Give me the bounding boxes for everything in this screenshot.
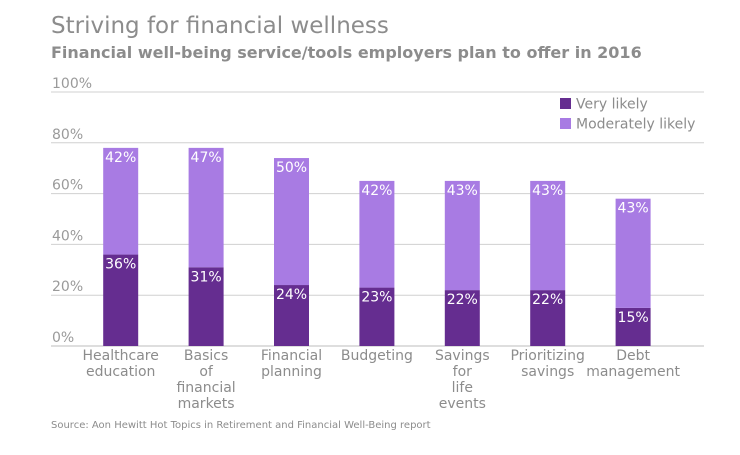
data-label: 42%	[105, 150, 136, 166]
bar-very-likely	[530, 290, 566, 346]
bar-moderately-likely	[103, 147, 139, 255]
y-tick-label: 0%	[52, 330, 74, 346]
data-label: 24%	[276, 287, 307, 303]
x-tick-label-line: management	[586, 364, 680, 380]
legend-label: Very likely	[576, 97, 648, 113]
data-label: 43%	[532, 183, 563, 199]
data-label: 50%	[276, 160, 307, 176]
legend-label: Moderately likely	[576, 117, 695, 133]
bar-very-likely	[615, 307, 651, 346]
data-label: 22%	[447, 292, 478, 308]
legend-swatch	[560, 118, 571, 129]
x-tick-label-line: Budgeting	[341, 348, 413, 364]
y-tick-label: 80%	[52, 127, 83, 143]
bar-moderately-likely	[444, 180, 480, 291]
data-label: 15%	[618, 310, 649, 326]
data-label: 22%	[532, 292, 563, 308]
x-tick-label: Healthcare education	[83, 348, 159, 380]
x-tick-label-line: markets	[178, 396, 235, 412]
bar-moderately-likely	[188, 147, 224, 268]
bar-moderately-likely	[615, 198, 651, 308]
x-tick-label: Savings for life events	[435, 348, 490, 412]
x-tick-label-line: events	[439, 396, 486, 412]
x-tick-label: Prioritizing savings	[510, 348, 584, 380]
data-label: 47%	[191, 150, 222, 166]
x-tick-label-line: life	[452, 380, 473, 396]
y-tick-label: 40%	[52, 228, 83, 244]
y-tick-label: 20%	[52, 279, 83, 295]
bar-very-likely	[444, 290, 480, 346]
bar-moderately-likely	[274, 158, 309, 286]
data-label: 36%	[105, 257, 136, 273]
x-tick-label-line: Basics	[184, 348, 228, 364]
x-tick-label-line: Prioritizing	[510, 348, 584, 364]
chart-subtitle: Financial well-being service/tools emplo…	[51, 43, 642, 62]
x-tick-label-line: planning	[261, 364, 322, 380]
data-label: 31%	[191, 269, 222, 285]
x-tick-label-line: Debt	[616, 348, 650, 364]
bar-very-likely	[274, 285, 309, 346]
x-tick-label-line: education	[86, 364, 155, 380]
x-tick-label: Budgeting	[341, 348, 413, 364]
bar-very-likely	[103, 254, 139, 346]
bar-very-likely	[188, 267, 224, 346]
chart-title: Striving for financial wellness	[51, 13, 389, 39]
x-tick-label-line: financial	[176, 380, 235, 396]
data-label: 42%	[361, 183, 392, 199]
x-tick-label-line: of	[199, 364, 214, 380]
bar-moderately-likely	[359, 180, 395, 288]
x-tick-label: Debt management	[586, 348, 680, 380]
bar-very-likely	[359, 287, 395, 346]
x-tick-label-line: Savings	[435, 348, 490, 364]
x-tick-label: Financial planning	[261, 348, 322, 380]
x-tick-label: Basics of financial markets	[176, 348, 235, 412]
source-note: Source: Aon Hewitt Hot Topics in Retirem…	[51, 420, 431, 431]
data-label: 43%	[618, 201, 649, 217]
legend-swatch	[560, 98, 571, 109]
y-tick-label: 100%	[52, 76, 92, 92]
x-tick-label-line: Financial	[261, 348, 322, 364]
data-label: 23%	[361, 290, 392, 306]
x-tick-label-line: for	[453, 364, 472, 380]
data-label: 43%	[447, 183, 478, 199]
x-tick-label-line: Healthcare	[83, 348, 159, 364]
x-tick-label-line: savings	[521, 364, 574, 380]
bar-moderately-likely	[530, 180, 566, 291]
y-tick-label: 60%	[52, 178, 83, 194]
